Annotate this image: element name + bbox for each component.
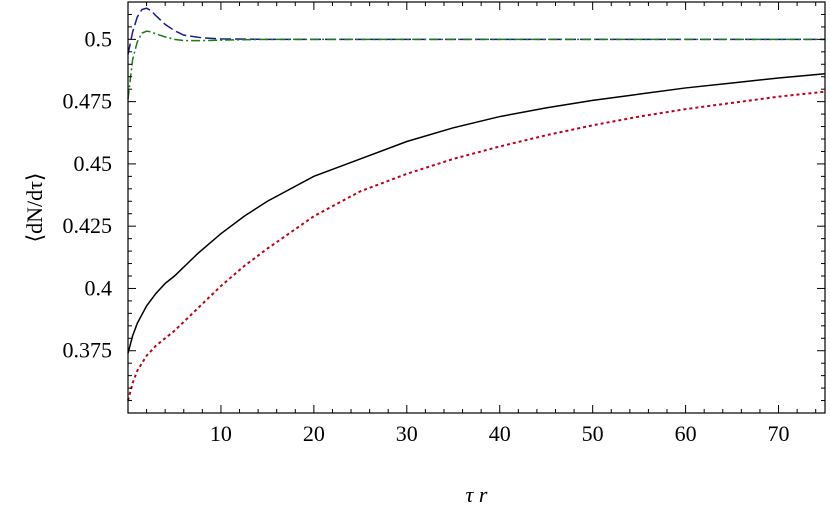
y-tick-label: 0.425 (63, 213, 113, 238)
series-line-2 (127, 90, 826, 401)
y-tick-label: 0.45 (74, 151, 113, 176)
y-tick-label: 0.5 (85, 26, 113, 51)
x-axis-title: τ r (466, 482, 488, 507)
series-layer (127, 7, 826, 401)
ticks-layer: 10 20 30 40 50 60 70 0.375 0.4 0.425 0.45 0.475 0.5 (63, 1, 825, 446)
y-tick-label: 0.4 (85, 275, 113, 300)
y-tick-label: 0.375 (63, 338, 113, 363)
x-tick-label: 50 (582, 421, 604, 446)
x-tick-label: 70 (768, 421, 790, 446)
x-tick-label: 20 (303, 421, 325, 446)
series-line-3 (127, 7, 825, 55)
x-tick-label: 30 (396, 421, 418, 446)
y-tick-label: 0.475 (63, 89, 113, 114)
plot-frame (127, 1, 826, 414)
x-tick-label: 60 (675, 421, 697, 446)
series-line-4 (127, 30, 825, 100)
x-tick-label: 40 (489, 421, 511, 446)
y-axis-title: ⟨dN/dτ⟩ (22, 172, 47, 242)
series-line-1 (127, 72, 826, 354)
x-tick-label: 10 (210, 421, 232, 446)
